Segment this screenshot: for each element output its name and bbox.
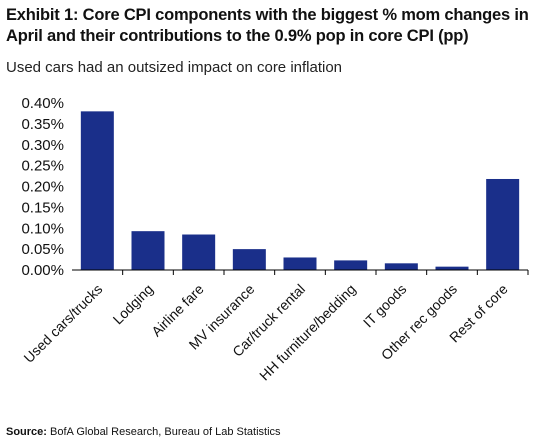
x-tick-label: HH furniture/bedding — [256, 281, 359, 384]
y-tick-label: 0.20% — [21, 179, 64, 196]
y-tick-label: 0.25% — [21, 158, 64, 175]
bar — [334, 260, 368, 270]
y-axis: 0.00% 0.05% 0.10% 0.15% 0.20% 0.25% 0.30% 0.35%… — [21, 95, 64, 279]
y-tick-label: 0.05% — [21, 241, 64, 258]
chart-title: Exhibit 1: Core CPI components with the … — [6, 6, 529, 45]
bar — [182, 234, 216, 270]
bar — [283, 257, 317, 270]
bar — [232, 249, 266, 270]
bar — [435, 266, 469, 270]
y-tick-label: 0.35% — [21, 116, 64, 133]
source-note: Source: BofA Global Research, Bureau of … — [6, 426, 281, 438]
bar — [131, 231, 165, 270]
bars — [80, 111, 520, 270]
x-tick-label: Used cars/trucks — [20, 281, 105, 366]
source-label: Source: — [6, 426, 47, 438]
bar — [80, 111, 114, 270]
y-tick-label: 0.40% — [21, 95, 64, 112]
x-tick-label: Lodging — [110, 281, 157, 328]
source-text: BofA Global Research, Bureau of Lab Stat… — [50, 426, 281, 438]
bar-chart: 0.00% 0.05% 0.10% 0.15% 0.20% 0.25% 0.30% 0.35%… — [20, 95, 529, 384]
bar — [384, 263, 418, 270]
y-tick-label: 0.15% — [21, 199, 64, 216]
y-tick-label: 0.00% — [21, 262, 64, 279]
y-tick-label: 0.10% — [21, 220, 64, 237]
x-tick-label: IT goods — [360, 281, 410, 331]
chart-subtitle: Used cars had an outsized impact on core… — [6, 59, 343, 76]
bar — [486, 178, 520, 270]
y-tick-label: 0.30% — [21, 137, 64, 154]
